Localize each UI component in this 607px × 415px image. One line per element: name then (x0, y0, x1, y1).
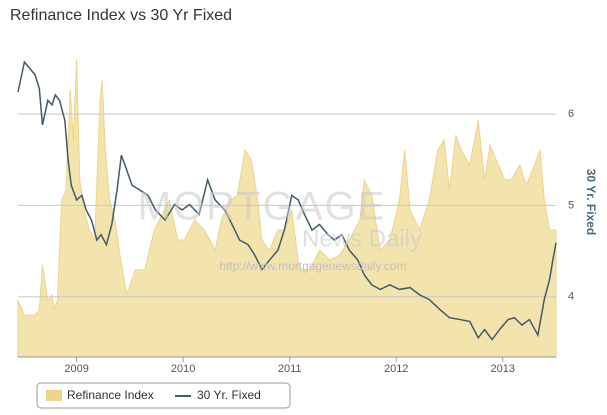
x-tick-label: 2011 (278, 363, 302, 375)
rate-line (17, 60, 557, 341)
chart-title: Refinance Index vs 30 Yr Fixed (10, 7, 232, 24)
watermark: News Daily (302, 225, 422, 252)
legend-swatch (46, 390, 62, 401)
watermark: http://www.mortgagenewsdaily.com (219, 259, 406, 273)
refinance-area (17, 59, 557, 358)
y2-axis-title: 30 Yr. Fixed (584, 169, 598, 236)
x-tick-label: 2012 (384, 363, 408, 375)
x-tick-label: 2010 (171, 363, 195, 375)
legend-label[interactable]: Refinance Index (67, 388, 154, 402)
y2-tick-label: 6 (568, 108, 574, 120)
watermark: MORTGAGE (138, 185, 387, 229)
x-tick-label: 2009 (64, 363, 88, 375)
y2-tick-label: 4 (568, 291, 574, 303)
plot-area (17, 20, 557, 362)
legend-box (36, 382, 291, 409)
x-tick-label: 2013 (490, 363, 514, 375)
y2-tick-label: 5 (568, 199, 574, 211)
legend-label[interactable]: 30 Yr. Fixed (197, 388, 261, 402)
